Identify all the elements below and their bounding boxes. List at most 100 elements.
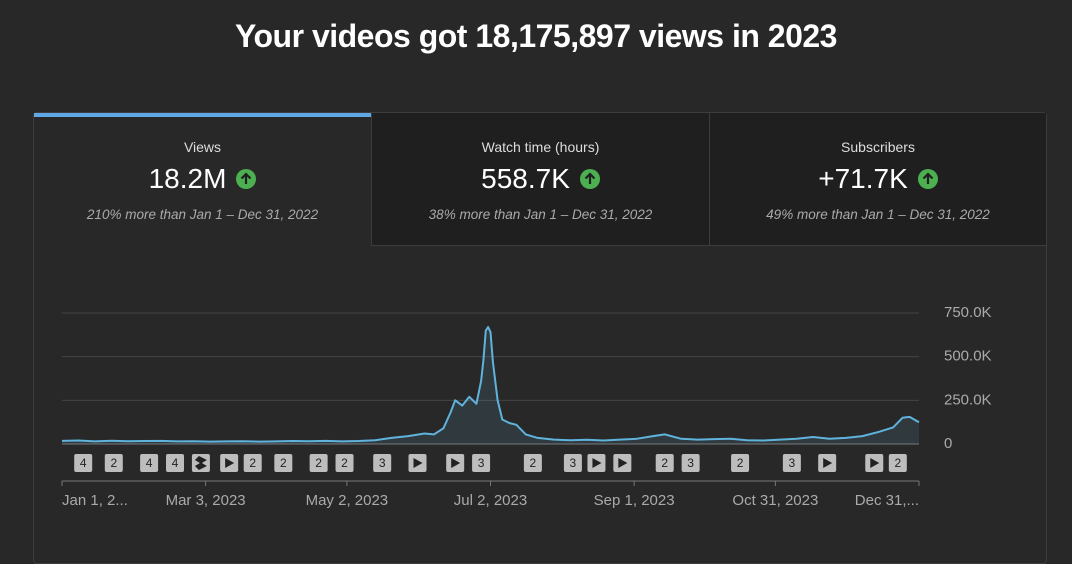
marker-count: 4 bbox=[146, 456, 153, 470]
video-marker[interactable]: 2 bbox=[523, 454, 542, 472]
card-value: 18.2M bbox=[148, 163, 227, 194]
marker-box bbox=[523, 454, 542, 472]
page: Your videos got 18,175,897 views in 2023… bbox=[33, 18, 1047, 564]
video-marker[interactable]: 3 bbox=[472, 454, 491, 472]
video-marker[interactable]: 3 bbox=[681, 454, 700, 472]
x-tick-label: Jul 2, 2023 bbox=[454, 492, 527, 509]
card-comparison: 49% more than Jan 1 – Dec 31, 2022 bbox=[766, 207, 990, 222]
marker-count: 4 bbox=[172, 456, 179, 470]
play-icon bbox=[618, 458, 628, 468]
x-tick-label: Sep 1, 2023 bbox=[594, 492, 675, 509]
card-value-row: 558.7K bbox=[372, 163, 709, 195]
x-tick-label: Mar 3, 2023 bbox=[166, 492, 246, 509]
video-marker[interactable] bbox=[865, 454, 884, 472]
video-marker[interactable] bbox=[220, 454, 239, 472]
shorts-icon bbox=[194, 456, 207, 470]
marker-box bbox=[309, 454, 328, 472]
marker-count: 3 bbox=[570, 456, 577, 470]
marker-box bbox=[782, 454, 801, 472]
marker-count: 3 bbox=[687, 456, 694, 470]
card-label: Views bbox=[183, 139, 222, 155]
play-icon bbox=[413, 458, 423, 468]
card-label: Subscribers bbox=[841, 139, 915, 155]
video-marker[interactable]: 2 bbox=[274, 454, 293, 472]
marker-count: 2 bbox=[315, 456, 322, 470]
y-tick-label: 500.0K bbox=[944, 348, 992, 365]
video-marker[interactable] bbox=[587, 454, 606, 472]
marker-box bbox=[104, 454, 123, 472]
play-icon bbox=[592, 458, 602, 468]
marker-count: 2 bbox=[530, 456, 537, 470]
video-marker[interactable]: 2 bbox=[888, 454, 907, 472]
y-tick-label: 0 bbox=[944, 435, 952, 452]
video-marker[interactable]: 3 bbox=[563, 454, 582, 472]
video-marker[interactable]: 4 bbox=[140, 454, 159, 472]
x-tick-label: May 2, 2023 bbox=[306, 492, 389, 509]
marker-box bbox=[373, 454, 392, 472]
video-marker[interactable]: 4 bbox=[74, 454, 93, 472]
marker-count: 4 bbox=[80, 456, 87, 470]
card-comparison: 38% more than Jan 1 – Dec 31, 2022 bbox=[428, 207, 653, 222]
play-icon bbox=[823, 458, 833, 468]
marker-count: 2 bbox=[661, 456, 668, 470]
card-value: +71.7K bbox=[818, 163, 908, 194]
marker-box bbox=[166, 454, 185, 472]
views-line bbox=[61, 326, 920, 443]
marker-box bbox=[74, 454, 93, 472]
marker-box bbox=[888, 454, 907, 472]
video-marker[interactable]: 2 bbox=[655, 454, 674, 472]
marker-box bbox=[274, 454, 293, 472]
marker-count: 3 bbox=[789, 456, 796, 470]
card-label: Watch time (hours) bbox=[481, 139, 600, 155]
marker-count: 2 bbox=[249, 456, 256, 470]
up-icon bbox=[917, 169, 938, 189]
x-tick-label: Jan 1, 2... bbox=[62, 492, 128, 509]
video-marker[interactable]: 2 bbox=[309, 454, 328, 472]
marker-box bbox=[140, 454, 159, 472]
marker-box bbox=[681, 454, 700, 472]
y-tick-label: 750.0K bbox=[944, 304, 992, 321]
video-marker[interactable] bbox=[446, 454, 465, 472]
video-marker[interactable] bbox=[408, 454, 427, 472]
views-card[interactable]: Views 18.2M 210% more than Jan 1 – Dec 3… bbox=[34, 113, 371, 246]
video-marker[interactable]: 3 bbox=[782, 454, 801, 472]
marker-count: 2 bbox=[110, 456, 117, 470]
card-value: 558.7K bbox=[481, 163, 570, 194]
subscribers-card[interactable]: Subscribers +71.7K 49% more than Jan 1 –… bbox=[709, 113, 1046, 246]
video-marker[interactable] bbox=[818, 454, 837, 472]
video-marker[interactable]: 4 bbox=[166, 454, 185, 472]
up-icon bbox=[579, 169, 600, 189]
y-tick-label: 250.0K bbox=[944, 391, 992, 408]
watch-time-card[interactable]: Watch time (hours) 558.7K 38% more than … bbox=[371, 113, 709, 246]
marker-count: 2 bbox=[894, 456, 901, 470]
marker-count: 3 bbox=[379, 456, 386, 470]
video-marker[interactable] bbox=[191, 454, 210, 472]
analytics-panel: Views 18.2M 210% more than Jan 1 – Dec 3… bbox=[33, 112, 1047, 564]
video-marker[interactable]: 2 bbox=[243, 454, 262, 472]
video-marker[interactable]: 2 bbox=[731, 454, 750, 472]
video-marker[interactable]: 3 bbox=[373, 454, 392, 472]
views-area bbox=[62, 327, 919, 444]
up-icon bbox=[236, 169, 257, 189]
play-icon bbox=[225, 458, 235, 468]
marker-count: 2 bbox=[280, 456, 287, 470]
marker-box bbox=[472, 454, 491, 472]
views-chart: 0 250.0K 500.0K 750.0K 4 2 4 4 2 2 2 2 3 3 2 3 2 3 2 3 2 Jan … bbox=[61, 304, 992, 509]
play-icon bbox=[870, 458, 880, 468]
marker-box bbox=[655, 454, 674, 472]
page-title: Your videos got 18,175,897 views in 2023 bbox=[235, 18, 837, 54]
marker-box bbox=[563, 454, 582, 472]
video-marker[interactable]: 2 bbox=[104, 454, 123, 472]
marker-box bbox=[335, 454, 354, 472]
x-tick-label: Oct 31, 2023 bbox=[732, 492, 818, 509]
card-value-row: 18.2M bbox=[34, 163, 371, 195]
video-marker[interactable]: 2 bbox=[335, 454, 354, 472]
marker-count: 2 bbox=[341, 456, 348, 470]
video-marker[interactable] bbox=[613, 454, 632, 472]
x-tick-label: Dec 31,... bbox=[855, 492, 919, 509]
marker-box bbox=[243, 454, 262, 472]
marker-box bbox=[731, 454, 750, 472]
card-comparison: 210% more than Jan 1 – Dec 31, 2022 bbox=[86, 207, 319, 222]
play-icon bbox=[451, 458, 461, 468]
card-value-row: +71.7K bbox=[710, 163, 1046, 195]
